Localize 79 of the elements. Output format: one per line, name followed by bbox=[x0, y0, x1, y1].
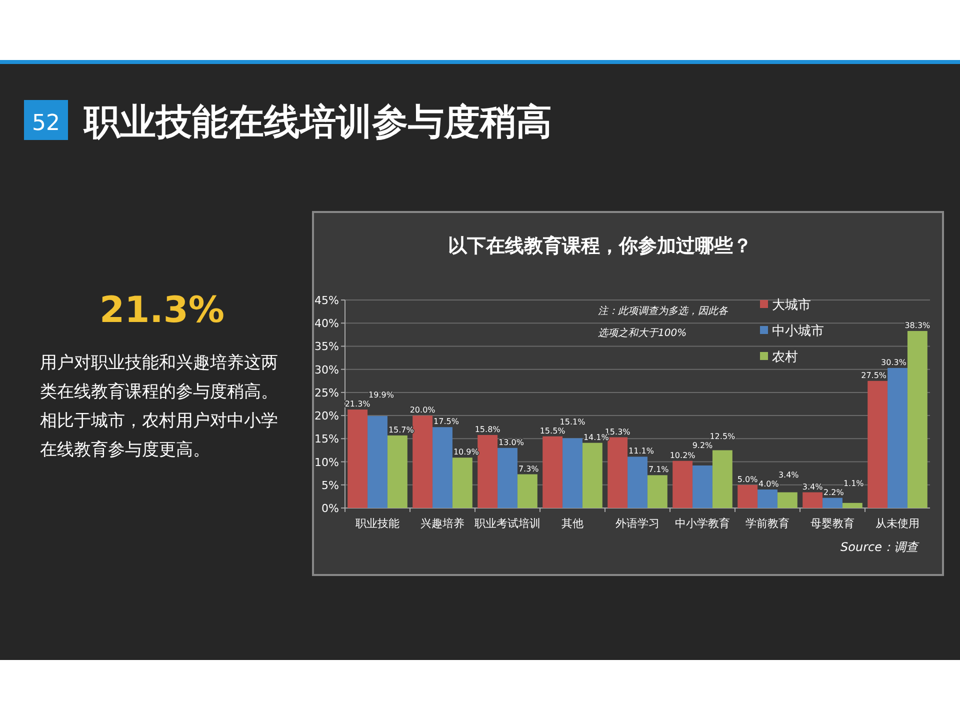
bar bbox=[907, 330, 928, 508]
source-note: Source：调查 bbox=[840, 540, 920, 554]
data-label: 15.1% bbox=[560, 417, 586, 426]
legend-label: 中小城市 bbox=[772, 324, 824, 339]
data-label: 2.2% bbox=[824, 488, 844, 497]
annotation: 注：此项调查为多选，因此各选项之和大于100% bbox=[598, 305, 729, 339]
data-label: 20.0% bbox=[410, 406, 436, 415]
x-tick-label: 职业考试培训 bbox=[474, 517, 540, 530]
chart-subtitle: 以下在线教育课程，你参加过哪些？ bbox=[448, 235, 752, 257]
bar bbox=[868, 380, 888, 508]
bar bbox=[758, 490, 778, 508]
bar bbox=[348, 410, 368, 508]
y-tick-label: 10% bbox=[314, 456, 339, 469]
data-label: 12.5% bbox=[710, 432, 736, 442]
data-label: 27.5% bbox=[861, 370, 887, 380]
bar bbox=[628, 456, 648, 508]
data-label: 21.3% bbox=[344, 400, 371, 409]
y-tick-label: 30% bbox=[314, 363, 339, 376]
data-label: 7.3% bbox=[518, 464, 540, 474]
bar bbox=[712, 450, 732, 508]
bar bbox=[888, 368, 908, 508]
y-tick-label: 20% bbox=[314, 410, 339, 423]
x-tick-label: 外语学习 bbox=[616, 517, 660, 530]
y-tick-label: 15% bbox=[314, 432, 339, 446]
bar bbox=[478, 434, 498, 508]
data-label: 17.5% bbox=[434, 417, 460, 426]
data-label: 38.3% bbox=[904, 320, 931, 330]
data-label: 11.1% bbox=[628, 446, 654, 456]
data-label: 10.2% bbox=[670, 450, 696, 460]
chart-title: 职业技能在线培训参与度稍高 bbox=[83, 102, 552, 143]
x-tick-label: 从未使用 bbox=[876, 517, 920, 530]
bar bbox=[432, 427, 452, 508]
bar bbox=[672, 460, 693, 508]
data-label: 1.1% bbox=[843, 478, 864, 488]
data-label: 7.1% bbox=[648, 465, 670, 474]
bar bbox=[452, 458, 472, 508]
bar bbox=[582, 442, 602, 508]
x-tick-label: 母婴教育 bbox=[810, 517, 854, 530]
y-tick-label: 35% bbox=[314, 340, 339, 354]
bar bbox=[412, 416, 433, 508]
bar bbox=[517, 474, 538, 508]
bar bbox=[542, 436, 563, 508]
bar bbox=[498, 448, 518, 508]
x-tick-label: 学前教育 bbox=[746, 517, 790, 530]
data-label: 30.3% bbox=[881, 358, 907, 367]
data-label: 5.0% bbox=[737, 474, 758, 484]
data-label: 19.9% bbox=[368, 390, 394, 400]
text: 52 bbox=[32, 111, 60, 136]
y-tick-label: 40% bbox=[314, 317, 339, 330]
bar bbox=[777, 492, 798, 508]
data-label: 15.8% bbox=[474, 424, 501, 434]
bar bbox=[387, 435, 408, 508]
y-tick-label: 45% bbox=[314, 294, 339, 307]
bar bbox=[802, 492, 823, 508]
data-label: 3.4% bbox=[778, 470, 800, 480]
text: 21.3% bbox=[100, 290, 224, 331]
legend-label: 农村 bbox=[772, 350, 798, 365]
y-tick-label: 0% bbox=[322, 502, 339, 515]
data-label: 4.0% bbox=[758, 480, 780, 489]
y-tick-label: 25% bbox=[314, 386, 339, 400]
x-tick-label: 其他 bbox=[562, 517, 584, 530]
y-tick-label: 5% bbox=[322, 478, 339, 492]
bar bbox=[368, 416, 388, 508]
bar bbox=[608, 437, 628, 508]
data-label: 3.4% bbox=[802, 482, 824, 492]
x-tick-label: 职业技能 bbox=[356, 517, 400, 530]
data-label: 15.5% bbox=[540, 426, 566, 436]
text: 用户对职业技能和兴趣培养这两类在线教育课程的参与度稍高。相比于城市，农村用户对中小学在线教育参与度更高。 bbox=[40, 353, 278, 460]
bar bbox=[562, 438, 582, 508]
bar bbox=[842, 502, 862, 508]
legend-label: 大城市 bbox=[772, 298, 811, 313]
data-label: 9.2% bbox=[692, 441, 714, 450]
x-tick-label: 兴趣培养 bbox=[420, 517, 464, 530]
bar bbox=[738, 484, 758, 508]
x-tick-label: 中小学教育 bbox=[675, 517, 730, 530]
data-label: 13.0% bbox=[498, 438, 524, 447]
bar bbox=[692, 465, 712, 508]
bar bbox=[647, 475, 668, 508]
bar bbox=[822, 498, 842, 508]
